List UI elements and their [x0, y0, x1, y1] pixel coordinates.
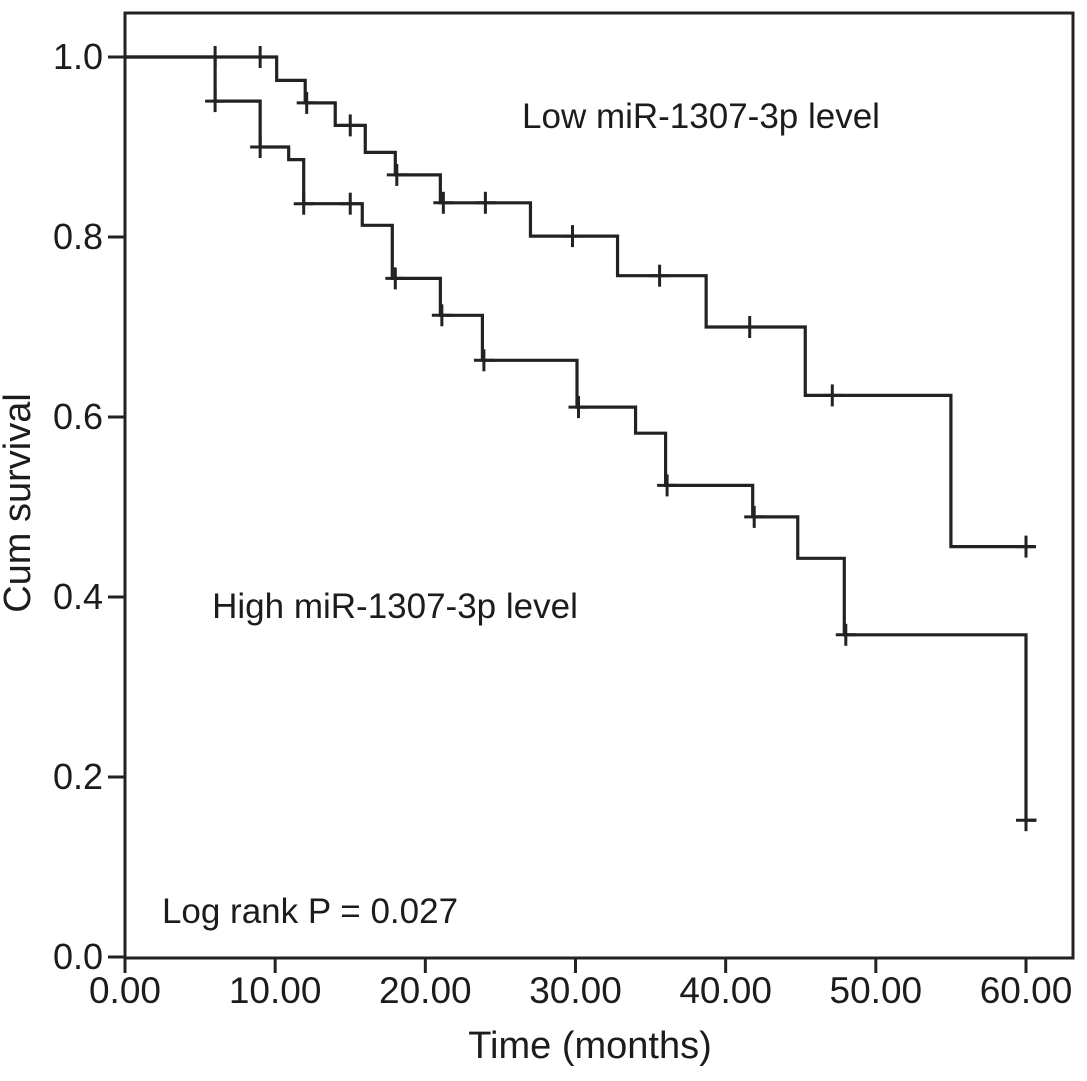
- series-label-high: High miR-1307-3p level: [212, 587, 578, 626]
- series-label-low: Low miR-1307-3p level: [522, 97, 880, 136]
- x-axis-tick-label: 50.00: [830, 970, 923, 1011]
- y-axis-tick-label: 1.0: [53, 36, 103, 77]
- y-axis-tick-label: 0.4: [53, 576, 103, 617]
- x-axis-tick-label: 30.00: [529, 970, 622, 1011]
- x-axis-tick-label: 60.00: [980, 970, 1073, 1011]
- plot-border: [123, 11, 1075, 960]
- y-axis-tick-label: 0.8: [53, 216, 103, 257]
- y-axis-tick-label: 0.0: [53, 936, 103, 977]
- x-axis-tick-label: 40.00: [679, 970, 772, 1011]
- y-axis-title: Cum survival: [0, 393, 39, 613]
- x-axis-tick-label: 10.00: [229, 970, 322, 1011]
- y-axis-tick-label: 0.2: [53, 756, 103, 797]
- survival-curve-high: [125, 55, 1037, 822]
- logrank-annotation: Log rank P = 0.027: [162, 892, 458, 931]
- x-axis-title: Time (months): [468, 1025, 712, 1067]
- x-axis-tick-label: 0.00: [89, 970, 161, 1011]
- x-axis-tick-label: 20.00: [379, 970, 472, 1011]
- survival-curve-low: [125, 55, 1036, 549]
- y-axis-tick-label: 0.6: [53, 396, 103, 437]
